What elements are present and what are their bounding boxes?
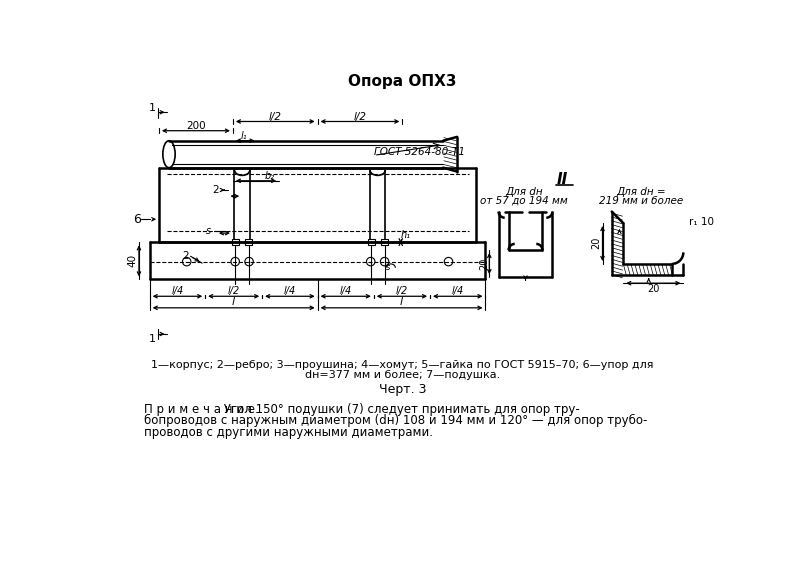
Text: dн=377 мм и более; 7—подушка.: dн=377 мм и более; 7—подушка. <box>305 370 500 380</box>
Text: 2: 2 <box>182 251 189 262</box>
Text: s: s <box>386 263 390 272</box>
Text: l/4: l/4 <box>171 286 183 296</box>
Bar <box>381 238 388 245</box>
Text: h₁: h₁ <box>401 230 411 240</box>
Text: бопроводов с наружным диаметром (dн) 108 и 194 мм и 120° — для опор трубо-: бопроводов с наружным диаметром (dн) 108… <box>144 414 648 427</box>
Text: 219 мм и более: 219 мм и более <box>599 196 683 206</box>
Text: 6: 6 <box>133 213 141 226</box>
Text: 200: 200 <box>186 121 206 131</box>
Text: l: l <box>232 297 235 308</box>
Text: Опора ОПХ3: Опора ОПХ3 <box>348 74 457 89</box>
Text: l/2: l/2 <box>396 286 408 296</box>
Text: Для dн: Для dн <box>505 187 542 198</box>
Text: П р и м е ч а н и е.: П р и м е ч а н и е. <box>144 403 259 415</box>
Text: l₁: l₁ <box>241 131 248 141</box>
Text: Черт. 3: Черт. 3 <box>378 383 426 396</box>
Text: 2: 2 <box>213 185 219 195</box>
Text: l/2: l/2 <box>269 112 282 122</box>
Text: l/2: l/2 <box>354 112 366 122</box>
Text: 20: 20 <box>479 257 489 270</box>
Text: l/4: l/4 <box>339 286 352 296</box>
Text: r₁ 10: r₁ 10 <box>689 217 714 226</box>
Text: 20: 20 <box>647 283 659 294</box>
Text: 1: 1 <box>150 103 156 113</box>
Text: проводов с другими наружными диаметрами.: проводов с другими наружными диаметрами. <box>144 426 434 439</box>
Text: Угол 150° подушки (7) следует принимать для опор тру-: Угол 150° подушки (7) следует принимать … <box>220 403 579 415</box>
Bar <box>232 238 239 245</box>
Text: 1—корпус; 2—ребро; 3—проушина; 4—хомут; 5—гайка по ГОСТ 5915–70; 6—упор для: 1—корпус; 2—ребро; 3—проушина; 4—хомут; … <box>151 360 654 370</box>
Text: 1: 1 <box>150 334 156 344</box>
Text: l/4: l/4 <box>284 286 296 296</box>
Text: b₂: b₂ <box>265 171 275 181</box>
Text: l: l <box>400 297 403 308</box>
Text: от 57 до 194 мм: от 57 до 194 мм <box>480 196 568 206</box>
Text: s: s <box>206 226 211 236</box>
Text: l/4: l/4 <box>452 286 464 296</box>
Text: l/2: l/2 <box>227 286 240 296</box>
Text: ГОСТ 5264-80-Т1: ГОСТ 5264-80-Т1 <box>374 147 465 157</box>
Bar <box>368 238 374 245</box>
Bar <box>246 238 252 245</box>
Text: 20: 20 <box>591 237 602 249</box>
Text: 40: 40 <box>128 254 138 267</box>
Text: II: II <box>557 172 568 187</box>
Text: Для dн =: Для dн = <box>616 187 666 198</box>
